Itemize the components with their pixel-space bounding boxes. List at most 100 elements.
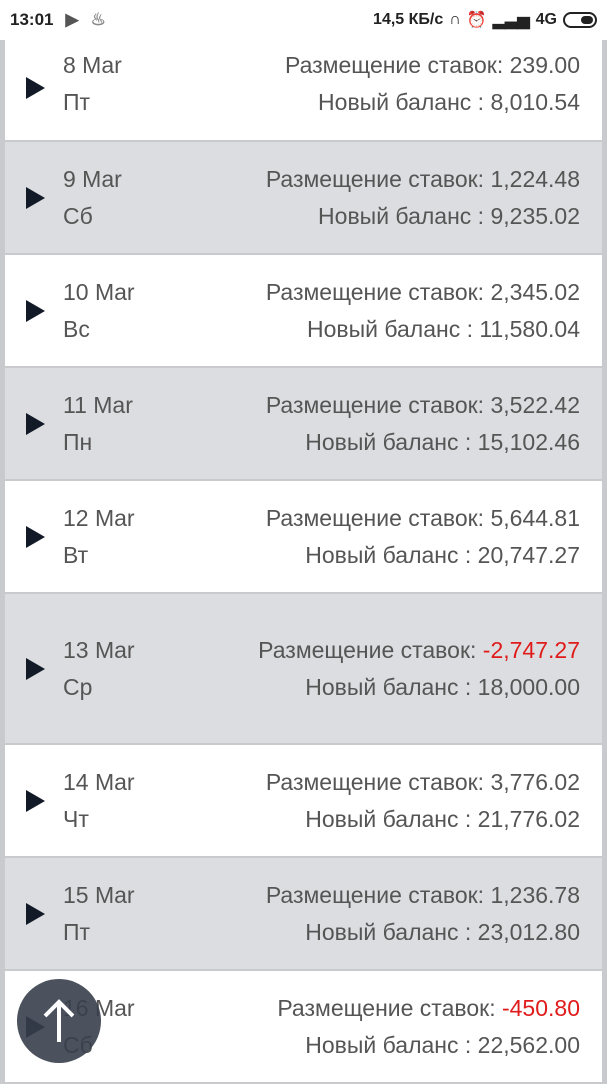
- balance-label: Новый баланс :: [305, 673, 472, 700]
- row-date: 8 Mar: [63, 52, 122, 78]
- bets-label: Размещение ставок:: [258, 636, 477, 663]
- bets-amount: 1,224.48: [490, 165, 580, 192]
- bets-label: Размещение ставок:: [277, 994, 496, 1021]
- list-item[interactable]: 9 Mar Сб Размещение ставок: 1,224.48 Новый…: [4, 142, 603, 253]
- list-item[interactable]: 10 Mar Вс Размещение ставок: 2,345.02 Новы…: [4, 255, 603, 366]
- row-date: 13 Mar: [63, 636, 135, 663]
- row-day: Сб: [63, 202, 93, 229]
- bets-line: Размещение ставок: 1,236.78: [266, 877, 580, 914]
- scroll-to-top-button[interactable]: [17, 979, 101, 1063]
- date-block: 8 Mar Пт: [63, 47, 122, 121]
- bets-amount: 239.00: [509, 52, 580, 78]
- balance-amount: 11,580.04: [479, 315, 580, 342]
- bets-line: Размещение ставок: 3,776.02: [266, 764, 580, 801]
- network-type: 4G: [535, 11, 557, 28]
- list-item[interactable]: 14 Mar Чт Размещение ставок: 3,776.02 Новы…: [4, 745, 603, 856]
- expand-triangle-icon[interactable]: [26, 902, 45, 925]
- battery-icon: [563, 12, 597, 28]
- list-item[interactable]: 8 Mar Пт Размещение ставок: 239.00 Новый б…: [4, 36, 603, 140]
- row-date: 14 Mar: [63, 768, 135, 795]
- date-block: 13 Mar Ср: [63, 632, 135, 706]
- balance-line: Новый баланс : 23,012.80: [266, 914, 580, 951]
- expand-triangle-icon[interactable]: [26, 657, 45, 680]
- amounts-block: Размещение ставок: 3,776.02 Новый баланс …: [266, 764, 580, 838]
- balance-amount: 15,102.46: [477, 428, 580, 455]
- row-date: 12 Mar: [63, 504, 135, 531]
- bets-label: Размещение ставок:: [265, 768, 485, 795]
- row-date: 9 Mar: [63, 165, 122, 192]
- bets-history-list: 8 Mar Пт Размещение ставок: 239.00 Новый б…: [0, 36, 607, 1084]
- expand-triangle-icon[interactable]: [26, 77, 45, 99]
- amounts-block: Размещение ставок: 1,224.48 Новый баланс …: [266, 161, 580, 235]
- expand-triangle-icon[interactable]: [26, 186, 45, 209]
- expand-triangle-icon[interactable]: [26, 412, 45, 435]
- app-notification-icon: ♨: [90, 10, 106, 29]
- expand-triangle-icon[interactable]: [26, 789, 45, 812]
- bets-line: Размещение ставок: -450.80: [277, 990, 580, 1027]
- bets-label: Размещение ставок:: [265, 504, 485, 531]
- balance-line: Новый баланс : 15,102.46: [266, 424, 580, 461]
- balance-label: Новый баланс :: [305, 805, 472, 832]
- amounts-block: Размещение ставок: -450.80 Новый баланс :…: [277, 990, 580, 1064]
- balance-line: Новый баланс : 22,562.00: [277, 1027, 580, 1064]
- row-day: Вт: [63, 541, 89, 568]
- bets-label: Размещение ставок:: [265, 278, 485, 305]
- row-date: 11 Mar: [63, 391, 133, 418]
- balance-line: Новый баланс : 11,580.04: [266, 311, 580, 348]
- expand-triangle-icon[interactable]: [26, 299, 45, 322]
- balance-label: Новый баланс :: [305, 918, 472, 945]
- network-speed: 14,5 КБ/с: [373, 11, 444, 28]
- balance-line: Новый баланс : 8,010.54: [285, 84, 580, 121]
- bets-line: Размещение ставок: 2,345.02: [266, 274, 580, 311]
- date-block: 15 Mar Пт: [63, 877, 135, 951]
- play-icon: ▶: [65, 10, 79, 29]
- bets-label: Размещение ставок:: [265, 165, 485, 192]
- row-day: Вс: [63, 315, 90, 342]
- balance-amount: 8,010.54: [490, 89, 580, 115]
- list-item[interactable]: 12 Mar Вт Размещение ставок: 5,644.81 Новы…: [4, 481, 603, 592]
- balance-amount: 20,747.27: [477, 541, 580, 568]
- row-day: Чт: [63, 805, 89, 832]
- row-day: Ср: [63, 673, 93, 700]
- amounts-block: Размещение ставок: 2,345.02 Новый баланс …: [266, 274, 580, 348]
- balance-amount: 21,776.02: [477, 805, 580, 832]
- balance-label: Новый баланс :: [318, 202, 485, 229]
- balance-amount: 23,012.80: [477, 918, 580, 945]
- bets-line: Размещение ставок: 1,224.48: [266, 161, 580, 198]
- balance-label: Новый баланс :: [305, 541, 472, 568]
- bets-label: Размещение ставок:: [265, 881, 485, 908]
- alarm-icon: ⏰: [466, 12, 487, 29]
- balance-amount: 9,235.02: [490, 202, 580, 229]
- row-date: 15 Mar: [63, 881, 135, 908]
- status-time: 13:01: [10, 10, 54, 29]
- balance-amount: 18,000.00: [477, 673, 580, 700]
- list-item[interactable]: 13 Mar Ср Размещение ставок: -2,747.27 Нов…: [4, 594, 603, 743]
- headphones-icon: ∩: [449, 11, 461, 28]
- balance-line: Новый баланс : 18,000.00: [250, 669, 580, 706]
- balance-label: Новый баланс :: [306, 315, 473, 342]
- date-block: 10 Mar Вс: [63, 274, 135, 348]
- amounts-block: Размещение ставок: 5,644.81 Новый баланс …: [266, 500, 580, 574]
- amounts-block: Размещение ставок: -2,747.27 Новый баланс…: [250, 632, 580, 706]
- balance-line: Новый баланс : 21,776.02: [266, 801, 580, 838]
- balance-line: Новый баланс : 20,747.27: [266, 537, 580, 574]
- bets-line: Размещение ставок: -2,747.27: [250, 632, 580, 669]
- bets-amount: 3,776.02: [490, 768, 580, 795]
- amounts-block: Размещение ставок: 1,236.78 Новый баланс …: [266, 877, 580, 951]
- date-block: 11 Mar Пн: [63, 387, 133, 461]
- bets-label: Размещение ставок:: [285, 52, 504, 78]
- amounts-block: Размещение ставок: 3,522.42 Новый баланс …: [266, 387, 580, 461]
- list-item[interactable]: 15 Mar Пт Размещение ставок: 1,236.78 Новы…: [4, 858, 603, 969]
- amounts-block: Размещение ставок: 239.00 Новый баланс : …: [285, 47, 580, 121]
- date-block: 14 Mar Чт: [63, 764, 135, 838]
- list-item[interactable]: 11 Mar Пн Размещение ставок: 3,522.42 Новы…: [4, 368, 603, 479]
- bets-line: Размещение ставок: 5,644.81: [266, 500, 580, 537]
- bets-amount: 2,345.02: [490, 278, 580, 305]
- bets-label: Размещение ставок:: [265, 391, 485, 418]
- balance-label: Новый баланс :: [305, 428, 472, 455]
- expand-triangle-icon[interactable]: [26, 525, 45, 548]
- balance-label: Новый баланс :: [305, 1031, 472, 1058]
- bets-amount: -450.80: [501, 994, 580, 1021]
- bets-amount: 3,522.42: [490, 391, 580, 418]
